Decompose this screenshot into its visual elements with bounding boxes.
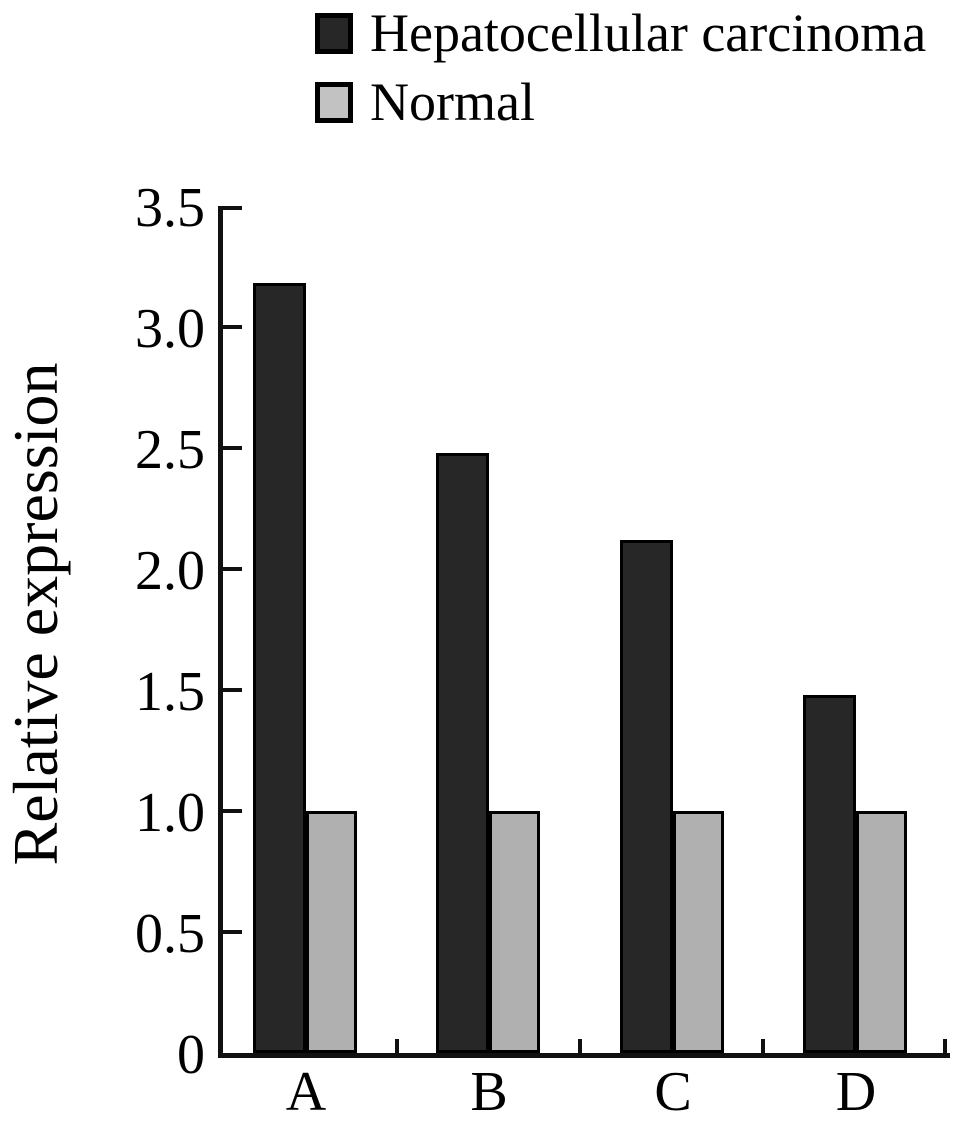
plot-area: [218, 206, 950, 1058]
x-tick: [578, 1039, 582, 1053]
x-tick: [761, 1039, 765, 1053]
y-tick: [223, 446, 242, 450]
bar: [620, 540, 673, 1053]
legend-label-normal: Normal: [370, 72, 535, 132]
bar: [803, 695, 856, 1053]
bar: [856, 811, 907, 1053]
legend-label-carcinoma: Hepatocellular carcinoma: [370, 3, 927, 63]
legend-item-carcinoma: Hepatocellular carcinoma: [315, 5, 926, 61]
y-tick-label: 2.5: [135, 419, 205, 481]
y-tick: [223, 809, 242, 813]
bar: [253, 283, 306, 1053]
bar: [673, 811, 724, 1053]
legend-swatch-normal: [315, 81, 353, 123]
y-tick-label: 3.0: [135, 298, 205, 360]
bar: [489, 811, 540, 1053]
bar: [436, 453, 489, 1053]
x-tick: [395, 1039, 399, 1053]
y-tick-label: 3.5: [135, 177, 205, 239]
y-tick: [223, 206, 242, 210]
x-category-label: B: [470, 1061, 508, 1123]
y-tick: [223, 688, 242, 692]
bar: [306, 811, 357, 1053]
y-tick-label: 1.0: [135, 782, 205, 844]
y-tick-label: 0.5: [135, 903, 205, 965]
x-category-label: D: [835, 1061, 877, 1123]
y-tick: [223, 567, 242, 571]
x-category-label: A: [285, 1061, 327, 1123]
legend-item-normal: Normal: [315, 74, 535, 130]
x-axis-end-tick: [943, 1039, 947, 1053]
x-category-label: C: [654, 1061, 692, 1123]
legend-swatch-carcinoma: [315, 12, 353, 54]
y-tick: [223, 325, 242, 329]
y-tick: [223, 930, 242, 934]
y-tick-label: 0: [177, 1024, 205, 1086]
y-tick-label: 2.0: [135, 540, 205, 602]
y-tick-label: 1.5: [135, 661, 205, 723]
